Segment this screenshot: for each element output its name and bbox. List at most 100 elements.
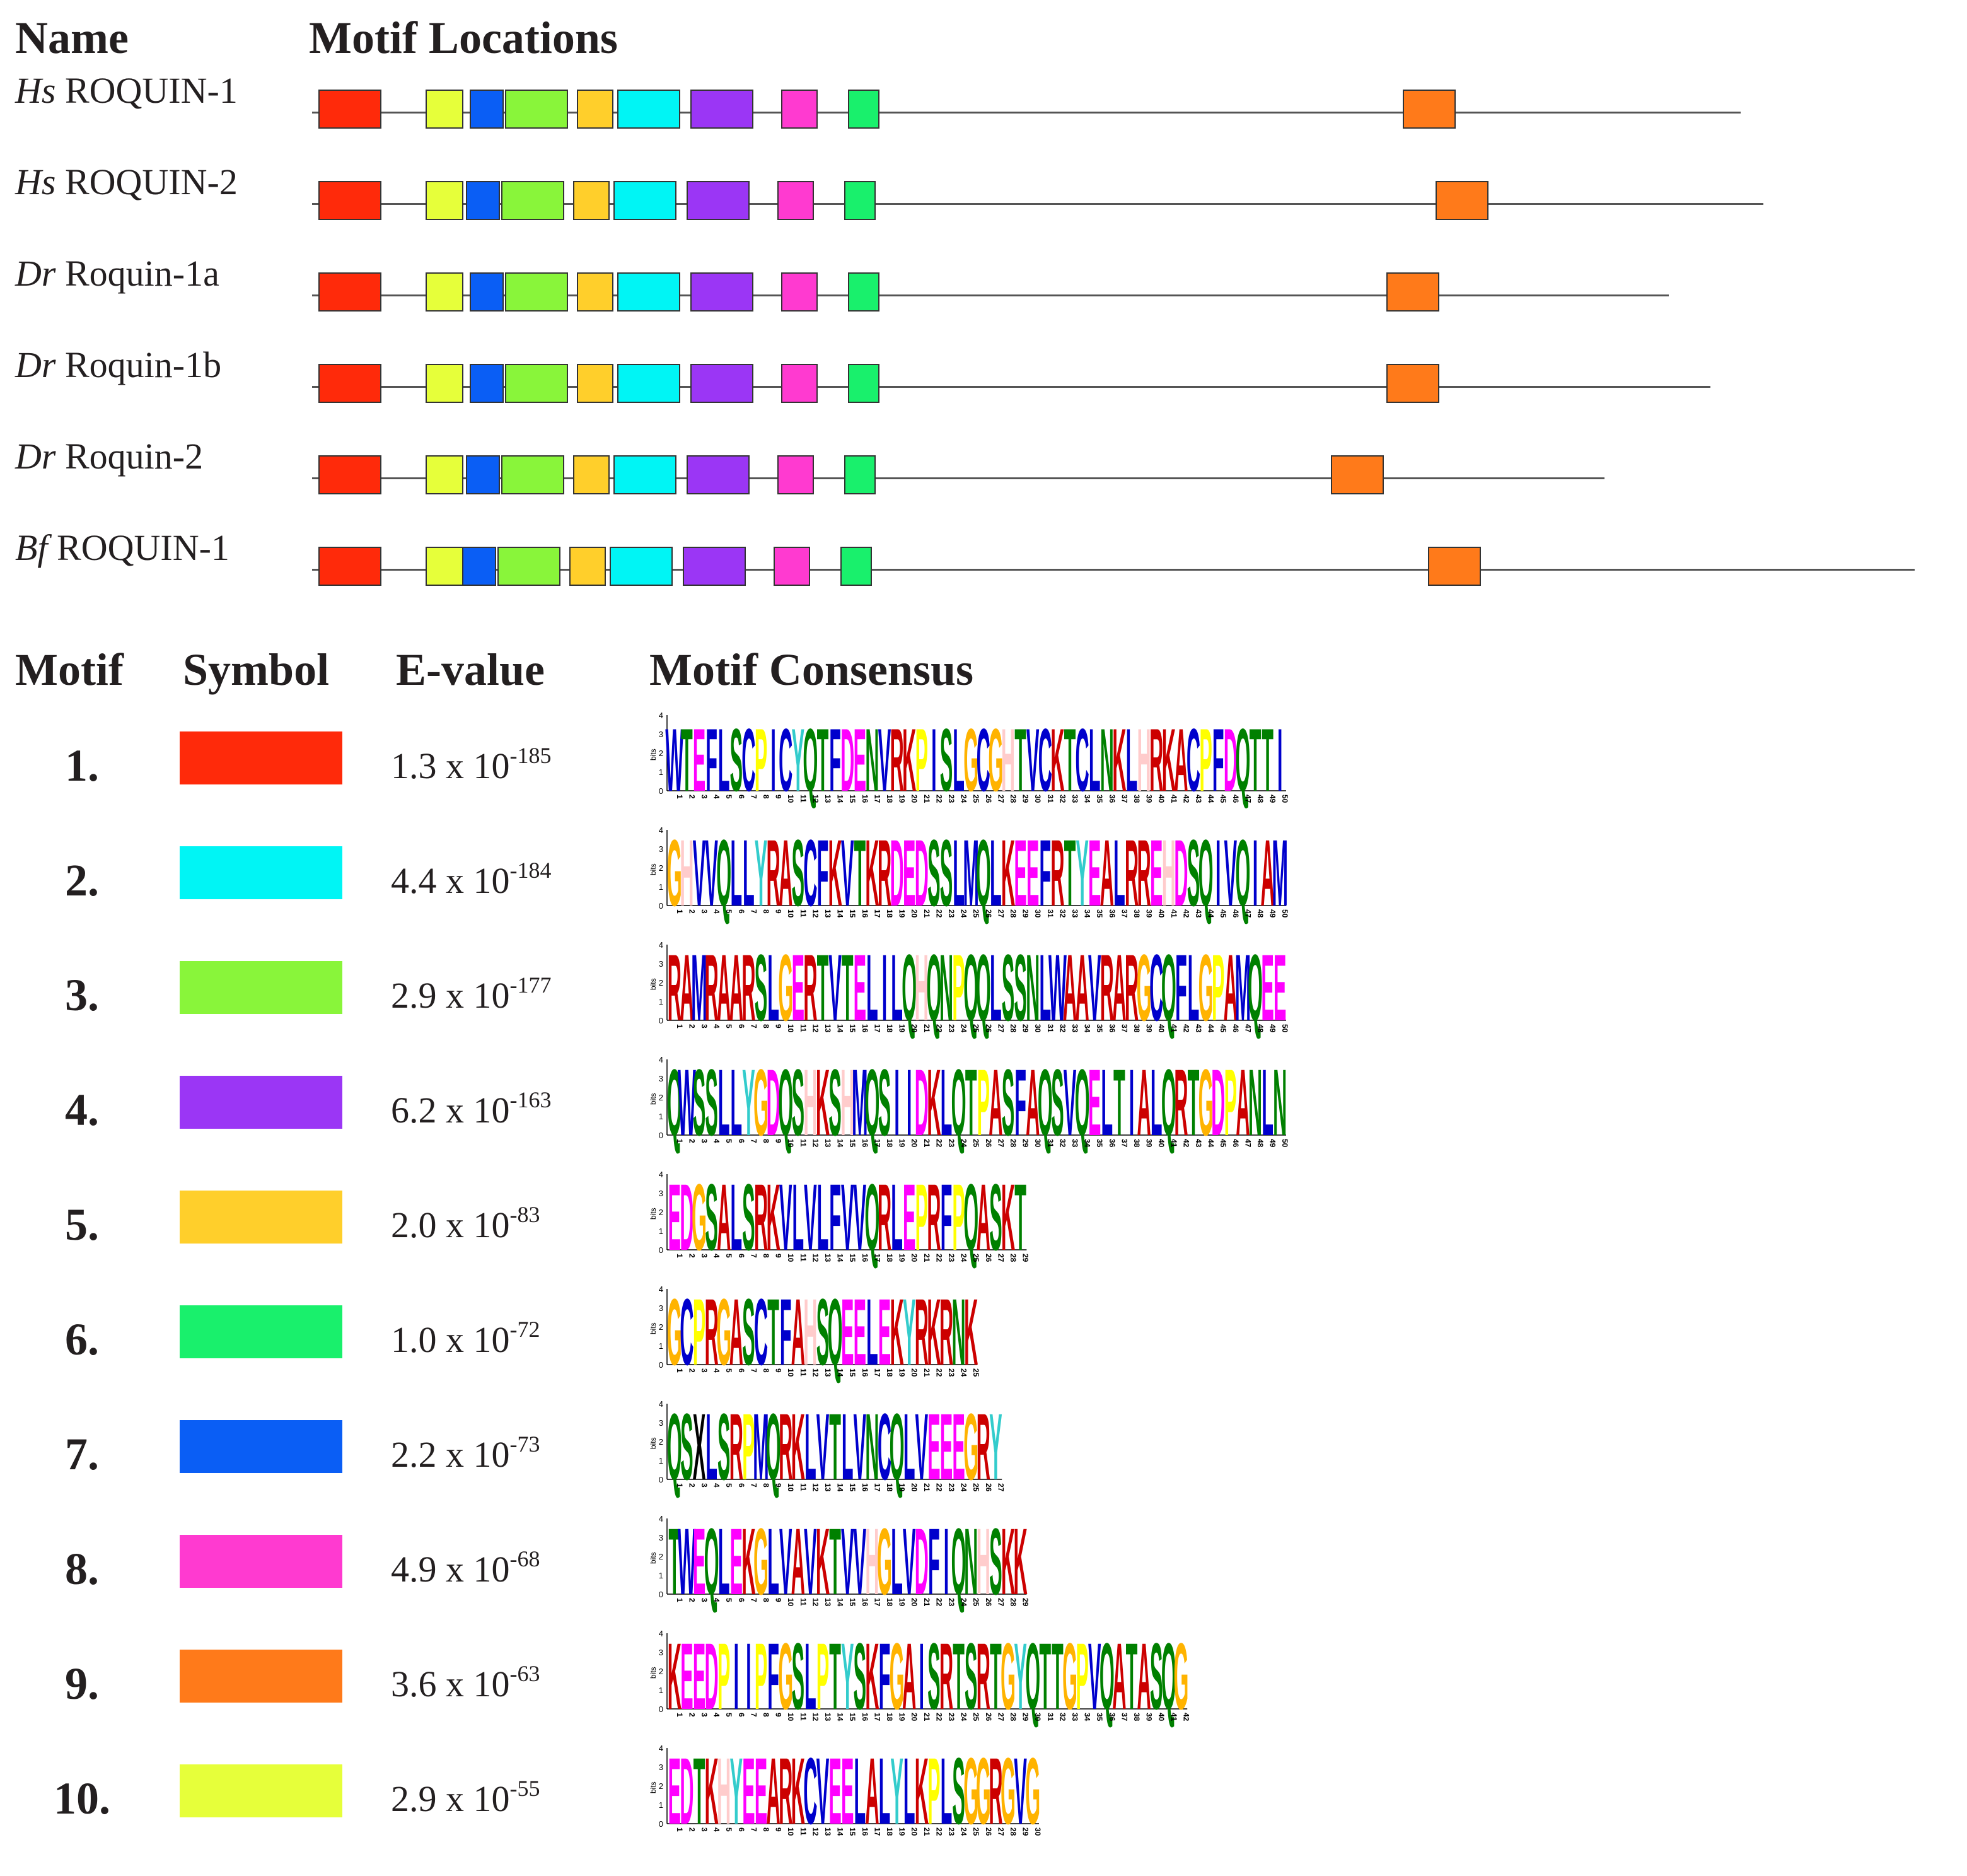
motif-8-box — [781, 272, 818, 312]
logo-position-label: 30 — [1033, 1024, 1042, 1033]
logo-position-label: 46 — [1231, 909, 1240, 918]
logo-residue: C — [1187, 709, 1200, 810]
logo-residue: T — [767, 1279, 779, 1385]
motif-evalue: 6.2 x 10-163 — [391, 1088, 552, 1129]
logo-position-label: 2 — [687, 1827, 696, 1832]
logo-position-label: 32 — [1058, 1139, 1067, 1148]
logo-residue: S — [952, 1738, 965, 1844]
logo-residue: E — [742, 1738, 755, 1844]
logo-residue: Q — [902, 935, 917, 1040]
logo-position-label: 20 — [910, 1024, 919, 1033]
logo-position-label: 22 — [934, 795, 943, 803]
logo-residue: R — [779, 1738, 792, 1844]
logo-position-label: 2 — [687, 1254, 696, 1258]
logo-position-label: 9 — [774, 1368, 783, 1373]
gene-name: Roquin-2 — [55, 436, 204, 477]
logo-residue: E — [693, 1623, 705, 1729]
logo-position-label: 15 — [848, 1713, 857, 1722]
motif-4-box — [687, 455, 750, 494]
motif-3-box — [505, 90, 568, 129]
logo-residue: V — [693, 820, 705, 926]
logo-position-label: 13 — [823, 1254, 832, 1262]
logo-residue: P — [1199, 709, 1212, 810]
logo-residue: V — [828, 935, 841, 1040]
logo-residue: Q — [864, 1049, 879, 1155]
logo-residue: R — [1125, 935, 1139, 1040]
motif-9-box — [1386, 272, 1439, 312]
logo-residue: L — [953, 820, 965, 926]
logo-position-label: 18 — [885, 1483, 894, 1492]
logo-position-label: 44 — [1207, 909, 1216, 918]
logo-residue: D — [1224, 709, 1238, 810]
logo-position-label: 31 — [1046, 1024, 1055, 1033]
logo-residue: R — [989, 1738, 1002, 1844]
motif-3-box — [505, 364, 568, 403]
logo-residue: L — [879, 1738, 891, 1844]
logo-residue: V — [915, 1394, 928, 1500]
logo-position-label: 35 — [1095, 1024, 1104, 1033]
logo-residue: V — [1014, 1738, 1026, 1844]
logo-residue: P — [915, 1164, 928, 1270]
logo-residue: Q — [1161, 1049, 1176, 1155]
logo-position-label: 5 — [724, 909, 733, 914]
logo-position-label: 17 — [873, 1713, 881, 1722]
logo-residue: F — [1039, 820, 1051, 926]
logo-residue: K — [816, 1049, 830, 1155]
motif-5-box — [573, 181, 610, 220]
logo-residue: R — [767, 820, 780, 926]
logo-position-label: 14 — [836, 1483, 845, 1492]
logo-position-label: 7 — [749, 1827, 758, 1832]
logo-y-tick: 2 — [659, 1208, 663, 1217]
logo-residue: V — [854, 1164, 866, 1270]
symbol-header: Symbol — [183, 644, 330, 695]
logo-residue: D — [680, 1164, 693, 1270]
logo-residue: Q — [963, 1164, 978, 1270]
logo-residue: Q — [1235, 709, 1250, 810]
logo-position-label: 26 — [984, 1024, 993, 1033]
logo-position-label: 19 — [898, 1139, 907, 1148]
logo-position-label: 19 — [898, 1713, 907, 1722]
logo-position-label: 15 — [848, 795, 857, 803]
logo-position-label: 6 — [737, 1713, 746, 1717]
logo-residue: E — [1014, 820, 1026, 926]
logo-position-label: 17 — [873, 1368, 881, 1377]
logo-residue: R — [977, 1394, 990, 1500]
logo-residue: S — [680, 1394, 693, 1500]
motif-8-box — [781, 364, 818, 403]
logo-position-label: 12 — [811, 1024, 820, 1033]
logo-residue: G — [1198, 1049, 1214, 1155]
logo-position-label: 16 — [861, 1368, 869, 1377]
logo-residue: V — [1088, 935, 1101, 1040]
logo-residue: L — [743, 820, 755, 926]
logo-residue: F — [817, 820, 829, 926]
logo-residue: Q — [1025, 1623, 1040, 1729]
logo-position-label: 28 — [1009, 1139, 1018, 1148]
logo-position-label: 2 — [687, 1598, 696, 1602]
logo-position-label: 10 — [786, 1254, 795, 1262]
logo-residue: I — [907, 1049, 912, 1155]
logo-y-tick: 1 — [659, 882, 663, 892]
logo-residue: K — [915, 1738, 929, 1844]
logo-position-label: 22 — [934, 1827, 943, 1836]
logo-position-label: 12 — [811, 1713, 820, 1722]
motif-evalue: 2.9 x 10-55 — [391, 1777, 540, 1817]
logo-position-label: 14 — [836, 1254, 845, 1262]
motif-symbol-swatch — [180, 961, 342, 1014]
logo-position-label: 7 — [749, 1713, 758, 1717]
logo-residue: A — [729, 935, 743, 1040]
logo-position-label: 22 — [934, 1483, 943, 1492]
logo-position-label: 44 — [1207, 1024, 1216, 1033]
evalue-header: E-value — [396, 644, 545, 695]
logo-residue: L — [1188, 935, 1200, 1040]
logo-residue: E — [940, 1394, 953, 1500]
logo-residue: N — [1248, 1049, 1262, 1155]
logo-position-label: 14 — [836, 1713, 845, 1722]
motif-7-box — [470, 364, 504, 403]
logo-residue: A — [717, 935, 731, 1040]
motif-number: 4. — [65, 1085, 99, 1135]
protein-backbone — [312, 203, 1763, 205]
logo-position-label: 25 — [972, 1483, 980, 1492]
